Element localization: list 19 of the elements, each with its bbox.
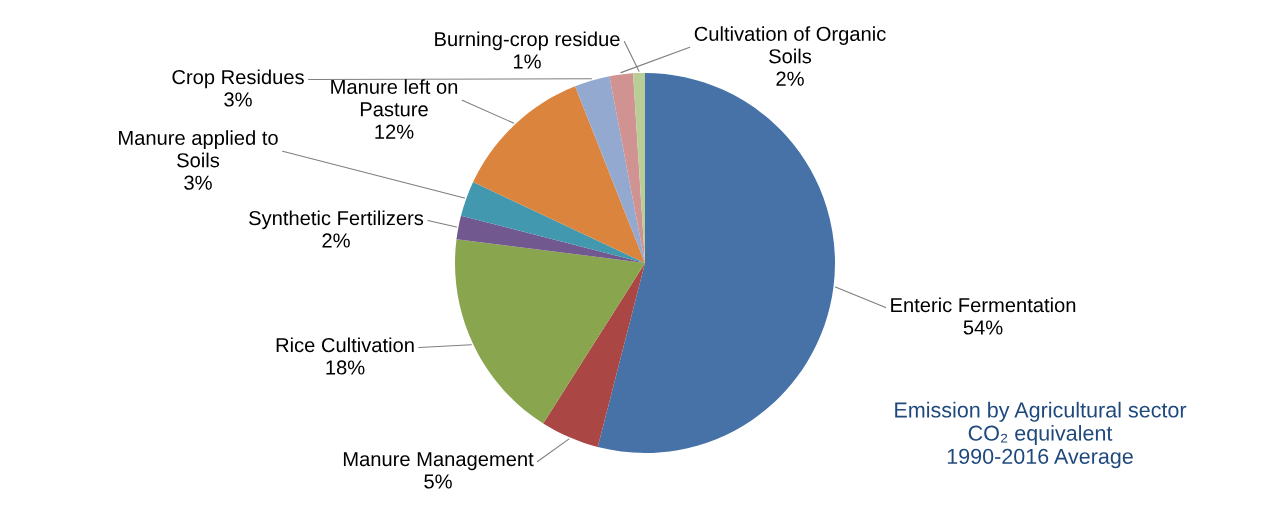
data-label: 1% [513, 54, 541, 69]
data-label: 3% [184, 175, 212, 190]
slice-label: Burning-crop residue [435, 31, 620, 51]
slice-label: Cultivation of Organic Soils [694, 26, 886, 64]
data-label: 54% [963, 320, 1003, 335]
slice-label: Rice Cultivation [276, 337, 414, 353]
data-label: 3% [224, 92, 252, 107]
slice-label: Manure Management [343, 452, 534, 471]
data-label: 2% [322, 233, 350, 248]
data-label: 18% [326, 360, 365, 375]
slice-label: Synthetic Fertilizers [249, 210, 424, 230]
text: Emission by Agricultural sector CO₂ equivalent 1990-2016 Average [895, 401, 1187, 469]
data-label: 12% [375, 124, 414, 139]
slice-label: Enteric Fermentation [891, 297, 1076, 313]
data-label: 5% [424, 474, 452, 489]
slice-label: Manure applied to Soils [119, 130, 278, 168]
slice-label: Crop Residues [172, 69, 304, 89]
data-label: 2% [776, 71, 804, 86]
slice-label: Manure left on Pasture [331, 79, 458, 117]
